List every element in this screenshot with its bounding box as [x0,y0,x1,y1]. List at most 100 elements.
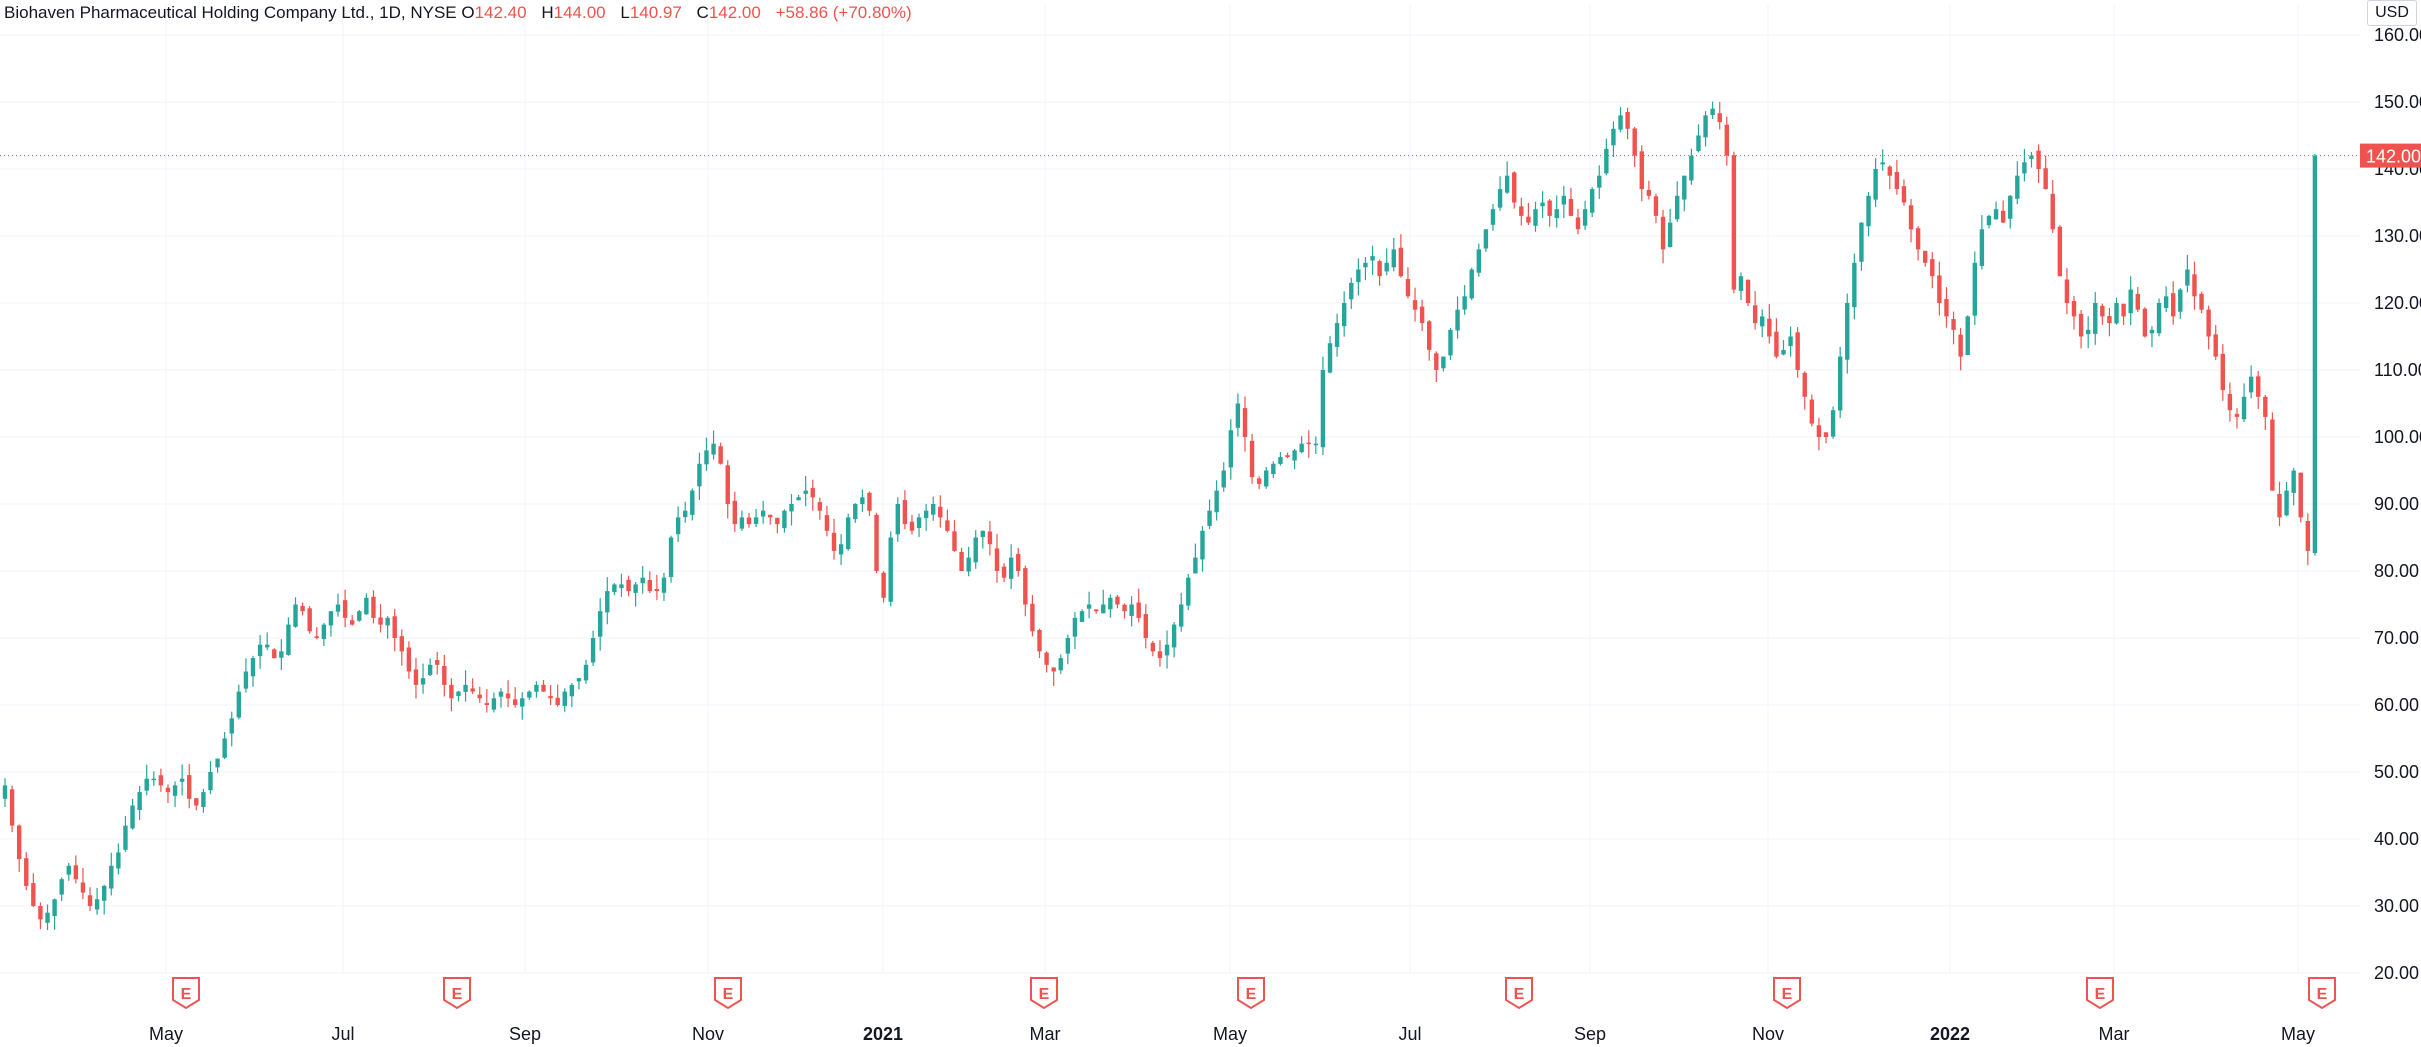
candle-body [2156,303,2162,334]
candle-body [980,530,986,538]
candle-body [307,608,312,632]
earnings-letter: E [2317,986,2328,1003]
candle-body [1037,629,1042,652]
candle-body [916,517,922,528]
candle-body [605,591,610,613]
candle-body [342,600,348,618]
candle-body [1568,198,1574,216]
y-tick-label: 120.00 [2374,293,2421,313]
low-label: L [620,3,630,22]
candle-body [399,636,404,652]
candle-body [2114,303,2119,324]
y-tick-label: 70.00 [2374,628,2419,648]
candle-body [704,450,709,465]
candle-body [1639,151,1644,190]
candle-body [555,697,560,705]
candle-body [1561,195,1567,205]
candle-body [1703,115,1708,138]
candle-body [463,684,468,692]
candle-body [1689,155,1694,181]
candle-body [1384,262,1389,272]
candle-body [2093,303,2098,334]
candle-body [2298,472,2303,518]
earnings-badge [2308,977,2336,1010]
candle-body [583,664,589,681]
low-value: 140.97 [629,3,682,22]
candle-body [1675,195,1680,220]
candle-body [222,738,227,758]
earnings-marker[interactable]: E [714,977,742,1010]
candle-body [1993,209,1999,220]
candle-body [1972,262,1978,316]
earnings-marker[interactable]: E [172,977,200,1010]
earnings-letter: E [1514,986,1525,1003]
earnings-badge [172,977,200,1010]
candle-body [1738,276,1744,291]
y-tick-label: 30.00 [2374,896,2419,916]
candle-body [1823,432,1829,437]
candle-body [931,504,936,515]
candle-body [1228,430,1234,468]
earnings-marker[interactable]: E [2308,977,2336,1010]
earnings-marker[interactable]: E [1505,977,1533,1010]
candle-body [364,597,369,615]
candle-body [1356,269,1361,283]
earnings-marker[interactable]: E [2086,977,2114,1010]
candle-body [2199,293,2204,310]
y-tick-label: 60.00 [2374,695,2419,715]
x-tick-label: Sep [1574,1024,1606,1044]
high-label: H [541,3,554,22]
earnings-marker[interactable]: E [1030,977,1058,1010]
candle-body [378,617,383,625]
candle-body [272,649,277,659]
y-tick-label: 150.00 [2374,92,2421,112]
currency-selector[interactable]: USD [2367,0,2417,26]
y-tick-label: 130.00 [2374,226,2421,246]
candle-body [1079,611,1085,622]
candle-body [279,651,284,658]
candle-body [2206,309,2211,337]
candle-body [1710,108,1715,115]
price-tag-label: 142.00 [2366,147,2421,167]
candle-body [413,669,419,685]
candle-body [1802,372,1807,397]
candle-body [938,506,943,518]
candle-body [392,616,397,638]
candle-body [484,703,490,705]
candle-body [435,660,440,665]
candle-body [442,665,447,685]
candle-body [1519,206,1524,216]
candle-body [1129,604,1134,616]
candle-body [2284,490,2289,516]
earnings-marker[interactable]: E [443,977,471,1010]
candle-body [569,684,575,697]
earnings-marker[interactable]: E [1773,977,1801,1010]
candle-body [711,443,716,455]
candle-body [1788,336,1793,347]
candle-body [1852,262,1857,308]
candle-body [2,785,8,799]
candle-body [867,492,872,511]
candle-body [2121,303,2126,317]
candle-body [959,551,964,571]
candle-body [1880,162,1885,165]
candle-body [1285,455,1290,458]
candle-body [654,589,660,592]
candle-body [456,691,461,697]
candle-body [739,517,745,529]
x-tick-label: 2022 [1930,1024,1970,1044]
earnings-letter: E [452,986,463,1003]
candle-body [1696,135,1701,152]
candle-body [1923,250,1928,263]
candle-body [179,778,185,782]
y-tick-label: 80.00 [2374,561,2419,581]
candle-body [2128,289,2133,314]
candle-body [1264,470,1269,487]
earnings-badge [2086,977,2114,1010]
candle-body [1611,128,1616,146]
candle-body [2220,353,2226,391]
earnings-marker[interactable]: E [1237,977,1265,1010]
candle-body [477,694,482,699]
